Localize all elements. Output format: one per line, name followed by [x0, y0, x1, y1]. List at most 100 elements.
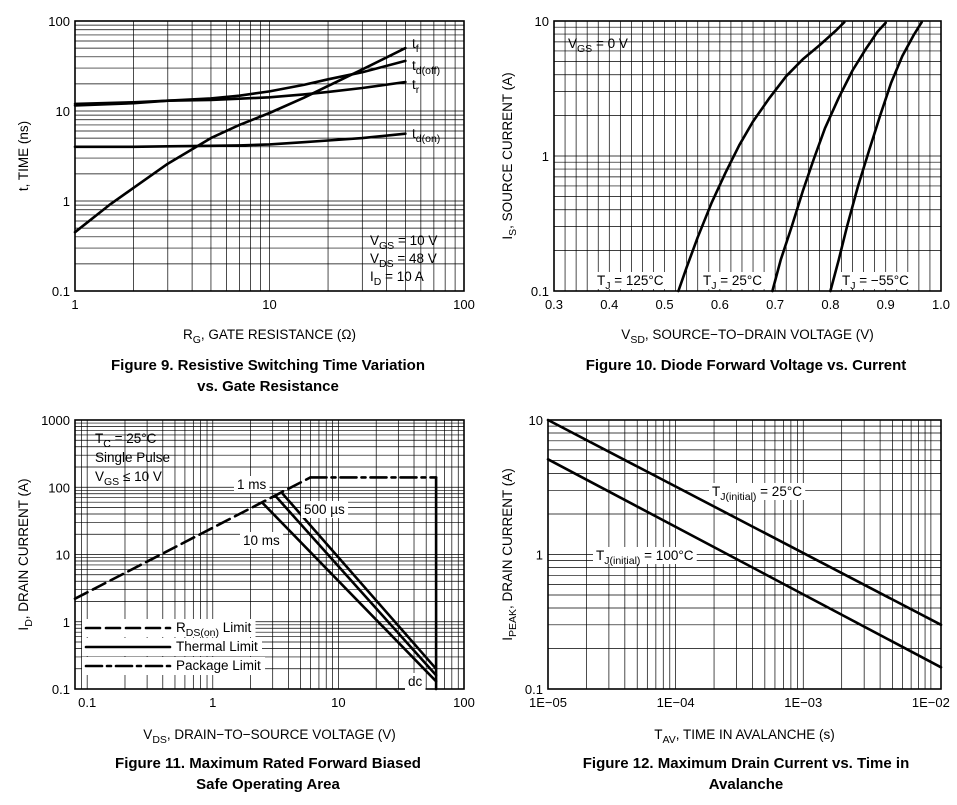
x-axis-label: RG, GATE RESISTANCE (Ω): [183, 327, 356, 346]
curve-label: TJ = 125°C: [597, 273, 664, 292]
y-tick-label: 1: [536, 548, 543, 563]
condition-annotation: Single Pulse: [95, 450, 170, 465]
figure-caption: Figure 10. Diode Forward Voltage vs. Cur…: [586, 357, 907, 374]
condition-annotation: VDS = 48 V: [370, 251, 437, 270]
x-tick-label: 1E−03: [784, 695, 822, 710]
plot-frame: [553, 20, 942, 292]
condition-annotation: VGS = 0 V: [568, 36, 628, 55]
curve-label: TJ(initial) = 25°C: [712, 484, 802, 503]
legend-backdrop: [82, 657, 266, 675]
x-tick-label: 1.0: [932, 297, 950, 312]
condition-annotation: VGS ≤ 10 V: [95, 469, 162, 488]
series-line-t-d-on-: [73, 132, 407, 149]
y-tick-label: 1: [542, 149, 549, 164]
x-tick-label: 0.5: [656, 297, 674, 312]
legend-label: RDS(on) Limit: [176, 620, 252, 639]
x-tick-label: 0.9: [877, 297, 895, 312]
series-line-t-f: [73, 46, 407, 234]
condition-annotation: VGS = 10 V: [370, 233, 437, 252]
x-tick-label: 1E−05: [529, 695, 567, 710]
label-backdrop: [301, 501, 349, 518]
label-backdrop: [594, 272, 667, 289]
x-tick-label: 10: [262, 297, 276, 312]
label-backdrop: [234, 476, 270, 493]
label-backdrop: [700, 272, 766, 289]
y-tick-label: 0.1: [531, 284, 549, 299]
legend-backdrop: [82, 638, 263, 656]
x-tick-label: 1E−04: [657, 695, 695, 710]
x-tick-label: 0.7: [766, 297, 784, 312]
figure-caption: vs. Gate Resistance: [197, 378, 339, 395]
label-backdrop: [593, 547, 697, 564]
curve-label: TJ = −55°C: [842, 273, 909, 292]
x-tick-label: 100: [453, 695, 475, 710]
figure-11-chart: 0.1 1 10 100 0.1 1 10 100 1000 VDS, DRAIN−TO−SOUR…: [16, 413, 475, 793]
x-tick-label: 1: [209, 695, 216, 710]
label-backdrop: [240, 532, 284, 549]
x-tick-label: 0.3: [545, 297, 563, 312]
series-label: td(on): [412, 126, 440, 145]
series-line-t-j-125-c: [677, 20, 846, 293]
label-backdrop: [709, 483, 806, 500]
curve-label: TJ(initial) = 100°C: [596, 548, 694, 567]
plot-frame: [547, 419, 942, 690]
y-tick-label: 1000: [41, 413, 70, 428]
x-tick-label: 0.6: [711, 297, 729, 312]
y-axis-label: IS, SOURCE CURRENT (A): [500, 72, 519, 239]
x-axis-label: VDS, DRAIN−TO−SOURCE VOLTAGE (V): [143, 727, 395, 746]
x-tick-label: 1: [71, 297, 78, 312]
y-tick-label: 10: [535, 14, 549, 29]
series-label: tf: [412, 36, 419, 55]
series-label: td(off): [412, 58, 440, 77]
curve-label: 10 ms: [243, 533, 280, 548]
series-line-r-ds-on-limit: [73, 476, 312, 601]
figure-caption: Figure 12. Maximum Drain Current vs. Tim…: [583, 755, 909, 772]
y-axis-label: ID, DRAIN CURRENT (A): [16, 478, 35, 630]
label-backdrop: [839, 272, 913, 289]
series-line-10-ms: [261, 501, 438, 683]
curve-label: 500 µs: [304, 502, 345, 517]
figure-caption: Safe Operating Area: [196, 776, 340, 793]
series-line-1-ms: [281, 492, 438, 671]
x-tick-label: 1E−02: [912, 695, 950, 710]
condition-annotation: TC = 25°C: [95, 431, 157, 450]
figure-caption: Figure 11. Maximum Rated Forward Biased: [115, 755, 421, 772]
curve-label: 1 ms: [237, 477, 267, 492]
y-tick-label: 0.1: [525, 682, 543, 697]
figure-caption: Avalanche: [709, 776, 783, 793]
y-tick-label: 0.1: [52, 682, 70, 697]
y-tick-label: 10: [56, 548, 70, 563]
x-tick-label: 0.4: [600, 297, 618, 312]
series-line-t-j-55-c: [829, 20, 924, 293]
legend-label: Thermal Limit: [176, 639, 258, 654]
figure-10-chart: 0.3 0.4 0.5 0.6 0.7 0.8 0.9 1.0 0.1 1 10 VSD, SOURC…: [500, 14, 950, 374]
plot-frame: [74, 20, 465, 292]
x-axis-label: VSD, SOURCE−TO−DRAIN VOLTAGE (V): [621, 327, 873, 346]
curve-label: TJ = 25°C: [703, 273, 762, 292]
series-line-t-r: [73, 80, 407, 106]
plot-frame: [74, 419, 465, 690]
x-axis-label: TAV, TIME IN AVALANCHE (s): [654, 727, 835, 746]
y-tick-label: 10: [529, 413, 543, 428]
curve-label: dc: [408, 674, 423, 689]
x-tick-label: 0.8: [821, 297, 839, 312]
y-tick-label: 10: [56, 104, 70, 119]
series-label: tr: [412, 77, 420, 96]
y-axis-label: t, TIME (ns): [16, 121, 31, 191]
y-tick-label: 100: [48, 480, 70, 495]
y-tick-label: 0.1: [52, 284, 70, 299]
y-tick-label: 100: [48, 14, 70, 29]
series-line-t-j-25-c: [771, 21, 888, 293]
y-tick-label: 1: [63, 615, 70, 630]
legend-label: Package Limit: [176, 658, 261, 673]
x-tick-label: 0.1: [78, 695, 96, 710]
x-tick-label: 10: [331, 695, 345, 710]
series-line-500-s: [274, 495, 438, 677]
series-line-t-j-initial-25-c: [546, 418, 943, 627]
condition-annotation: ID = 10 A: [370, 269, 424, 288]
y-axis-label: IPEAK, DRAIN CURRENT (A): [500, 468, 519, 641]
figure-caption: Figure 9. Resistive Switching Time Varia…: [111, 357, 425, 374]
